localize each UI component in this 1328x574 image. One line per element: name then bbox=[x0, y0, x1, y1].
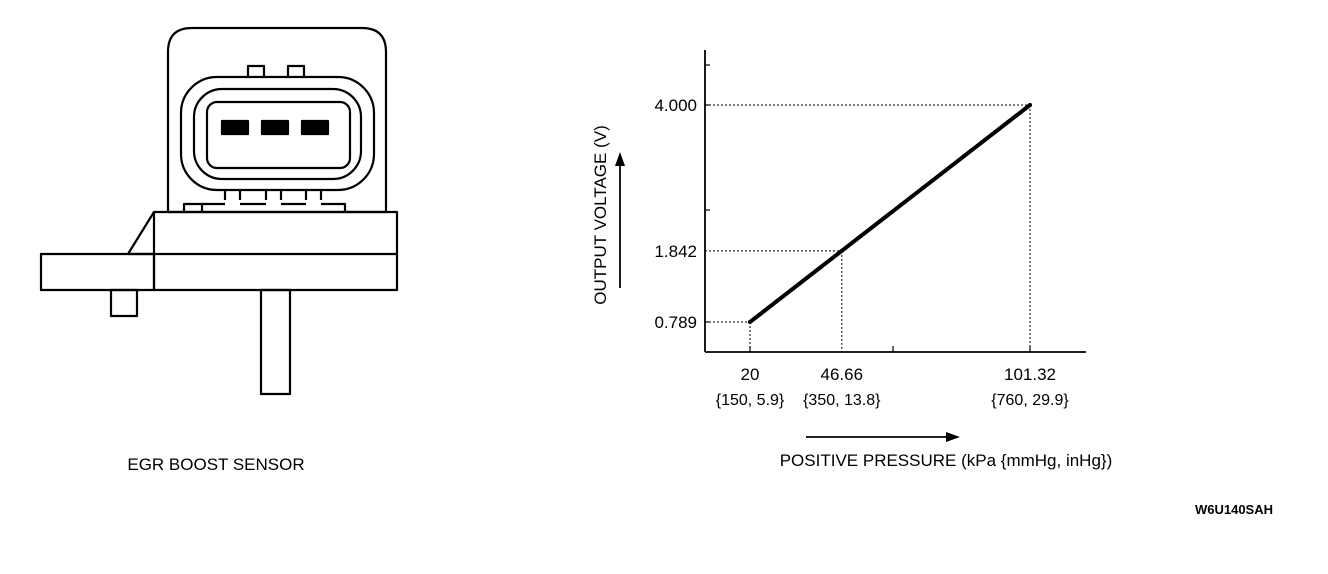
y-tick-label: 0.789 bbox=[654, 313, 697, 332]
data-point bbox=[1028, 103, 1032, 107]
y-tick-label: 4.000 bbox=[654, 96, 697, 115]
x-tick-label: 101.32 bbox=[1004, 365, 1056, 384]
sensor-caption: EGR BOOST SENSOR bbox=[127, 455, 304, 474]
x-tick-label: 20 bbox=[741, 365, 760, 384]
x-tick-sublabel: {350, 13.8} bbox=[803, 392, 881, 409]
y-tick-label: 1.842 bbox=[654, 242, 697, 261]
x-tick-sublabel: {760, 29.9} bbox=[991, 392, 1069, 409]
figure-code: W6U140SAH bbox=[1195, 502, 1273, 517]
guide-lines bbox=[705, 104, 1031, 352]
x-tick-sublabel: {150, 5.9} bbox=[716, 392, 785, 409]
egr-boost-sensor-drawing bbox=[39, 26, 399, 396]
y-axis-arrow bbox=[615, 152, 625, 288]
data-point bbox=[839, 248, 844, 253]
data-point bbox=[748, 320, 752, 324]
y-axis-title: OUTPUT VOLTAGE (V) bbox=[591, 125, 610, 304]
y-tick-labels: 0.789 1.842 4.000 bbox=[654, 96, 697, 332]
x-tick-labels: 20 {150, 5.9} 46.66 {350, 13.8} 101.32 {760, … bbox=[716, 365, 1070, 409]
series-path bbox=[748, 103, 1032, 324]
x-tick-label: 46.66 bbox=[821, 365, 864, 384]
axis-minor-ticks bbox=[705, 64, 1031, 352]
x-axis-arrow bbox=[806, 432, 960, 442]
series-line bbox=[748, 103, 1032, 324]
chart: 0.789 1.842 4.000 20 {150, 5.9} 46.66 {350, 1… bbox=[591, 50, 1112, 470]
x-axis-title: POSITIVE PRESSURE (kPa {mmHg, inHg}) bbox=[780, 451, 1113, 470]
